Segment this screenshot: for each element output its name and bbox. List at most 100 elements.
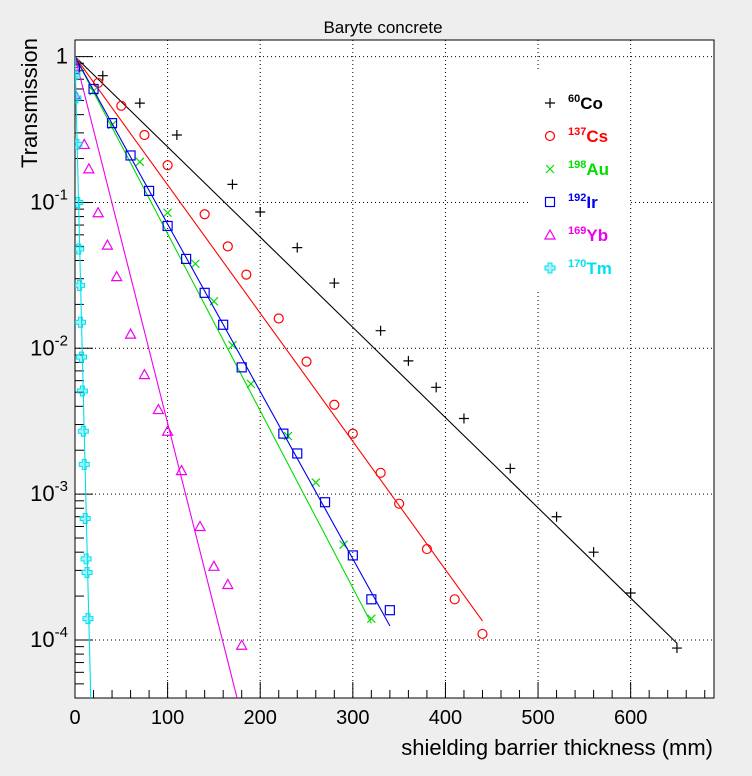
data-point [125,150,136,161]
data-point [311,478,321,488]
data-point [78,458,90,470]
data-point [110,270,123,282]
data-point [545,164,555,174]
legend: 60Co 137Cs 198Au 192Ir 169Yb 170Tm [529,69,629,291]
plus-filled-marker [75,196,84,208]
plus-filled-marker [75,243,85,255]
chart-title: Baryte concrete [323,18,442,37]
data-point [394,498,405,509]
legend-box [529,69,629,291]
square-marker [347,550,358,561]
data-point [222,241,233,252]
data-point [375,467,386,478]
data-point [375,325,386,336]
data-point [116,100,127,111]
triangle-marker [207,560,220,571]
plus-marker [625,587,636,598]
fit-line-cs [75,56,483,622]
data-point [431,382,442,393]
data-point [236,362,247,373]
data-point [588,547,599,558]
data-point [292,242,303,253]
square-marker [162,220,173,232]
data-point [75,92,82,104]
plus-marker [97,70,108,81]
square-marker [218,319,229,330]
triangle-marker [175,464,188,476]
y-axis-label: Transmission [17,38,42,168]
data-point [81,567,93,579]
data-point [190,259,200,269]
data-point [79,513,91,525]
plus-filled-marker [75,351,87,363]
square-marker [181,253,192,265]
plus-marker [255,207,266,218]
circle-marker [222,241,233,252]
data-point [75,243,85,255]
data-point [161,424,174,436]
fit-line-co [75,56,678,644]
plus-marker [375,325,386,336]
y-tick-label: 1 [56,44,68,69]
data-point [241,269,252,280]
square-marker [278,428,289,439]
data-point [138,368,151,380]
x-tick-label: 200 [244,707,277,729]
data-point [80,553,92,565]
square-marker [366,594,377,605]
cross-marker [311,478,321,488]
legend-label-au: 198Au [568,159,609,179]
data-point [175,464,188,476]
circle-marker [394,498,405,509]
data-point [246,379,256,389]
triangle-marker [110,270,123,282]
cross-marker [190,259,200,269]
triangle-marker [235,639,248,650]
data-point [347,428,358,439]
square-marker [384,605,395,616]
plus-filled-marker [81,567,93,579]
data-point [671,643,682,654]
legend-label-ir: 192Ir [568,192,598,212]
plus-filled-marker [75,92,82,104]
circle-marker [199,209,210,220]
data-point [228,340,237,350]
data-point [152,403,165,415]
triangle-marker [161,424,174,436]
plus-marker [458,413,469,424]
triangle-marker [138,368,151,380]
circle-marker [375,467,386,478]
data-point [75,138,83,150]
plus-marker [671,643,682,654]
data-point [101,238,114,250]
data-point [171,130,182,141]
plus-filled-marker [75,69,81,81]
circle-marker [421,543,433,555]
data-point [421,543,433,555]
data-point [221,578,234,590]
x-axis-label: shielding barrier thickness (mm) [401,735,713,760]
triangle-marker [152,403,165,415]
data-point [273,313,284,324]
data-point [255,207,266,218]
data-point [162,220,173,232]
circle-marker [347,428,358,439]
data-point [139,129,150,141]
data-point [235,639,248,650]
square-marker [544,196,556,208]
series-ir [75,56,395,627]
square-marker [199,287,210,298]
data-point [181,253,192,265]
square-marker [236,362,247,373]
data-point [477,628,488,640]
square-marker [143,185,155,197]
triangle-marker [543,228,557,240]
data-point [143,185,155,197]
x-tick-label: 600 [614,707,647,729]
data-point [384,605,395,616]
plus-marker [545,98,555,108]
plus-marker [171,130,182,141]
plus-filled-marker [544,262,556,274]
data-point [551,511,562,522]
